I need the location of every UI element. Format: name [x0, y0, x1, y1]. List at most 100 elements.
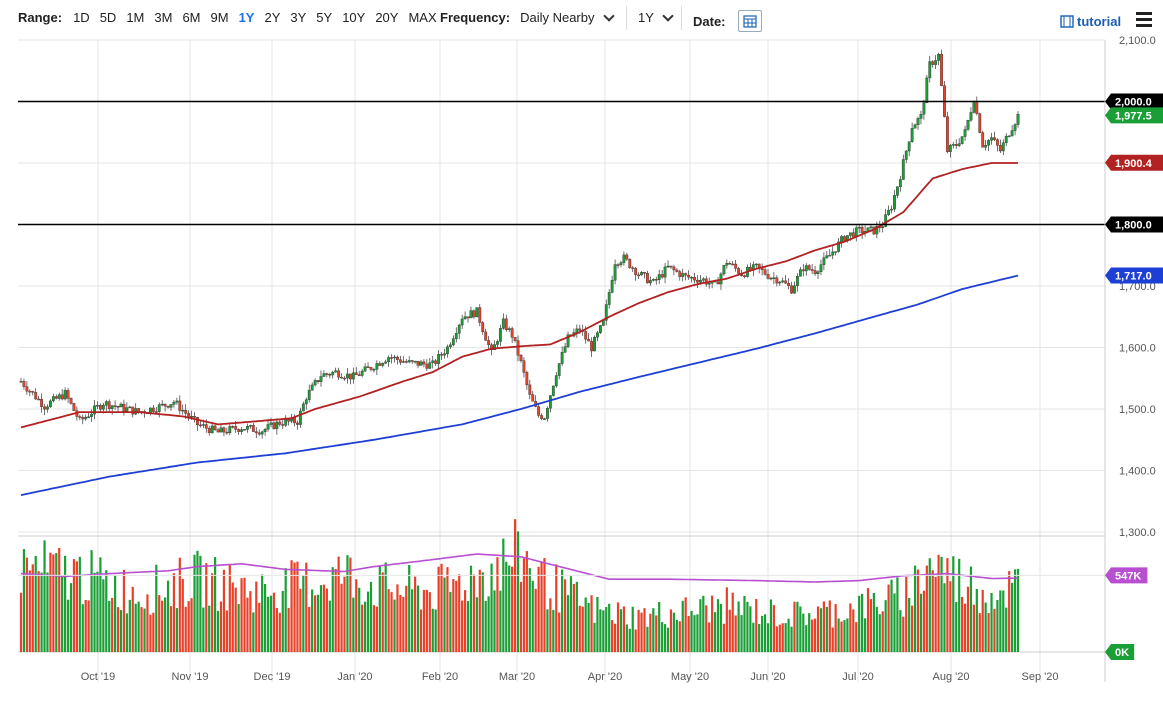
candle-body — [363, 366, 367, 372]
hamburger-menu-icon[interactable] — [1136, 12, 1152, 30]
candle-body — [678, 271, 682, 277]
volume-bar — [75, 561, 78, 652]
volume-bar — [637, 609, 640, 652]
range-2y-button[interactable]: 2Y — [264, 10, 281, 25]
volume-bar — [499, 590, 502, 652]
volume-bar — [666, 627, 670, 652]
film-icon — [1060, 15, 1074, 28]
candle-body — [287, 419, 291, 422]
candle-body — [131, 406, 135, 415]
moving-average-lines — [20, 162, 1019, 496]
candle-body — [507, 328, 511, 330]
volume-bar — [269, 595, 273, 652]
volume-bar — [946, 558, 949, 652]
range-1y-button[interactable]: 1Y — [238, 10, 255, 25]
volume-bar — [58, 547, 61, 652]
range-max-button[interactable]: MAX — [408, 10, 437, 25]
candle-body — [543, 418, 546, 420]
calendar-button[interactable] — [737, 10, 762, 32]
candle-body — [513, 337, 517, 341]
candle-body — [769, 277, 773, 280]
volume-bar — [752, 622, 755, 652]
candle-body — [775, 277, 779, 284]
candle-body — [490, 344, 493, 350]
volume-bar — [266, 596, 270, 652]
volume-bar — [158, 595, 161, 652]
candle-body — [1004, 135, 1008, 144]
volume-bar — [902, 616, 905, 652]
volume-bar — [31, 564, 34, 652]
period-dropdown[interactable]: 1Y — [638, 9, 674, 25]
candle-body — [472, 310, 476, 318]
candle-body — [63, 390, 67, 400]
ma200-line — [20, 274, 1019, 496]
candle-body — [798, 269, 802, 277]
candle-body — [366, 366, 370, 368]
volume-bar — [387, 589, 390, 652]
candle-body — [398, 359, 402, 363]
range-6m-button[interactable]: 6M — [182, 10, 201, 25]
candle-body — [160, 403, 164, 406]
volume-bar — [216, 610, 220, 652]
candle-body — [263, 429, 267, 433]
price-badge-bg — [1105, 154, 1163, 171]
volume-bar — [569, 576, 573, 652]
range-9m-button[interactable]: 9M — [210, 10, 229, 25]
volume-bar — [963, 603, 967, 652]
candle-body — [337, 370, 341, 378]
chart-toolbar: Range: 1D 5D 1M 3M 6M 9M 1Y 2Y 3Y 5Y 10Y… — [0, 0, 1163, 36]
range-20y-button[interactable]: 20Y — [375, 10, 399, 25]
range-1m-button[interactable]: 1M — [126, 10, 145, 25]
frequency-dropdown[interactable]: Daily Nearby — [520, 9, 615, 25]
candle-body — [128, 406, 132, 409]
candle-body — [154, 411, 158, 413]
volume-bar — [649, 613, 652, 652]
volume-bar — [146, 594, 149, 652]
candle-body — [984, 144, 988, 148]
volume-bar — [990, 593, 993, 652]
volume-bar — [934, 576, 937, 652]
candle-body — [446, 346, 449, 354]
range-3y-button[interactable]: 3Y — [290, 10, 307, 25]
range-3m-button[interactable]: 3M — [154, 10, 173, 25]
volume-bar — [264, 583, 267, 652]
volume-bar — [190, 598, 193, 652]
y-tick-label: 1,700.0 — [1119, 281, 1156, 293]
volume-bar — [905, 576, 908, 652]
volume-bar — [305, 562, 308, 652]
candle-body — [831, 251, 835, 256]
volume-bar — [828, 600, 831, 652]
candle-body — [687, 274, 691, 278]
volume-bar — [966, 586, 970, 652]
candle-body — [231, 426, 235, 428]
range-5d-button[interactable]: 5D — [99, 10, 117, 25]
candle-body — [834, 251, 838, 253]
candle-body — [246, 426, 249, 430]
volume-bar — [196, 550, 199, 652]
candle-body — [293, 417, 296, 424]
price-badge: 1,900.4 — [1115, 158, 1153, 170]
range-5y-button[interactable]: 5Y — [316, 10, 333, 25]
volume-bar — [172, 573, 176, 652]
candle-body — [887, 209, 890, 215]
candle-body — [269, 422, 273, 425]
tutorial-link[interactable]: tutorial — [1060, 14, 1121, 29]
y-tick-label: 2,100.0 — [1119, 35, 1156, 47]
volume-bar — [128, 599, 131, 652]
volume-bar — [140, 607, 143, 652]
candle-body — [743, 275, 746, 277]
volume-bar — [46, 572, 49, 652]
candle-body — [22, 381, 26, 387]
range-1d-button[interactable]: 1D — [73, 10, 90, 25]
range-10y-button[interactable]: 10Y — [342, 10, 366, 25]
candle-body — [431, 360, 435, 363]
volume-bar — [228, 564, 231, 652]
volume-bar — [437, 566, 440, 652]
volume-bar — [940, 556, 943, 652]
volume-bar — [249, 591, 252, 652]
candle-body — [875, 226, 879, 235]
candle-body — [99, 405, 102, 410]
volume-bar — [152, 612, 155, 652]
volume-bar — [593, 622, 596, 652]
volume-zero-badge-bg — [1105, 644, 1135, 660]
